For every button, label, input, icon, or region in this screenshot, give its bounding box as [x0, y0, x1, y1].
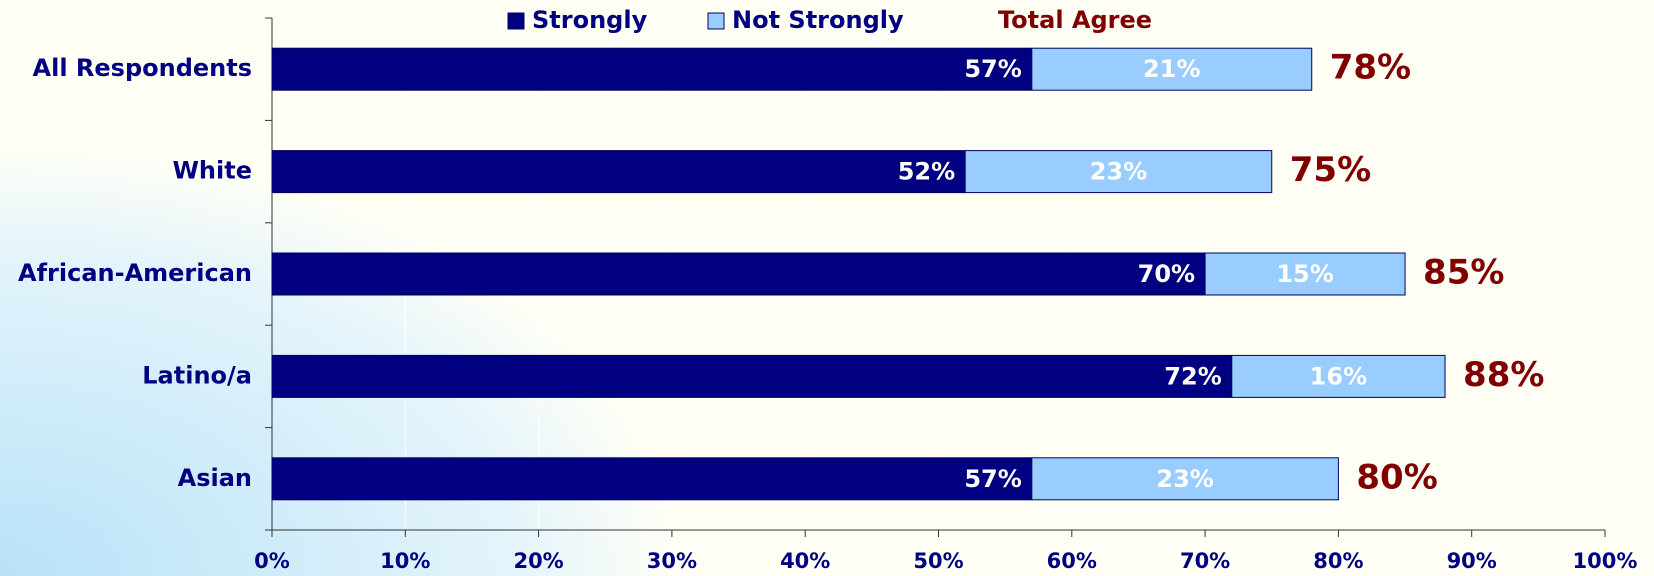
y-tick-label: African-American [18, 259, 252, 287]
bar-segment [271, 457, 1033, 501]
x-tick-label: 50% [913, 549, 963, 573]
x-tick-label: 30% [647, 549, 697, 573]
legend-label: Strongly [532, 6, 648, 34]
bar-segment [271, 252, 1206, 296]
data-label: 70% [1138, 260, 1195, 288]
bar-segment [1031, 457, 1339, 501]
total-label: 85% [1423, 253, 1504, 293]
x-tick-label: 90% [1447, 549, 1497, 573]
x-tick-label: 80% [1313, 549, 1363, 573]
legend-swatch [507, 12, 525, 30]
data-label: 15% [1276, 260, 1333, 288]
legend-swatch [707, 12, 725, 30]
y-tick-label: White [172, 157, 252, 185]
bar-segment [1031, 47, 1313, 91]
x-tick-label: 70% [1180, 549, 1230, 573]
y-tick-label: Asian [178, 464, 252, 492]
bar-segment [271, 47, 1033, 91]
y-tick-label: All Respondents [33, 54, 252, 82]
data-label: 16% [1310, 362, 1367, 390]
y-tick-label: Latino/a [142, 361, 252, 389]
data-label: 23% [1156, 465, 1213, 493]
total-label: 88% [1463, 355, 1544, 395]
x-tick-label: 60% [1047, 549, 1097, 573]
total-label: 75% [1290, 150, 1371, 190]
x-tick-label: 100% [1573, 549, 1638, 573]
bar-segment [1204, 252, 1406, 296]
bar-segment [964, 150, 1273, 194]
total-label: 78% [1330, 48, 1411, 88]
data-label: 57% [964, 55, 1021, 83]
data-label: 21% [1143, 55, 1200, 83]
bar-segment [271, 354, 1233, 398]
x-tick-label: 40% [780, 549, 830, 573]
legend-label: Total Agree [998, 6, 1152, 34]
x-tick-label: 20% [513, 549, 563, 573]
data-label: 23% [1090, 158, 1147, 186]
x-tick-label: 10% [380, 549, 430, 573]
data-label: 52% [898, 158, 955, 186]
bar-segment [1231, 354, 1446, 398]
data-label: 72% [1164, 362, 1221, 390]
legend-label: Not Strongly [732, 6, 904, 34]
total-label: 80% [1356, 457, 1437, 497]
data-label: 57% [964, 465, 1021, 493]
bar-segment [271, 150, 966, 194]
x-tick-label: 0% [254, 549, 290, 573]
